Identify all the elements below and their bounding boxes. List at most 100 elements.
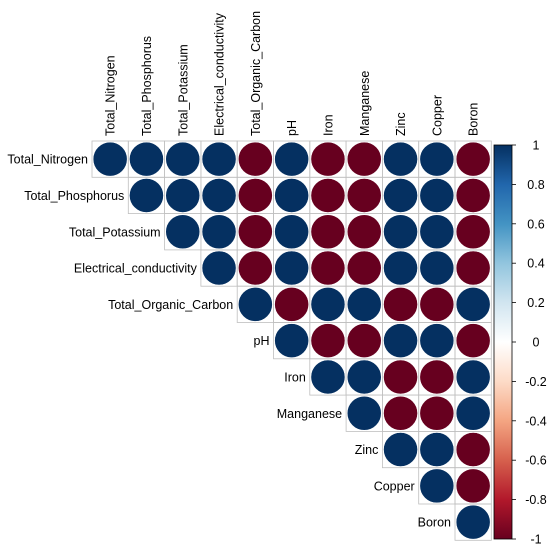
corr-circle-electrical-conductivity-total-organic-carbon — [237, 250, 273, 286]
colorbar-tick-label: -1 — [530, 533, 541, 547]
corr-circle-total-potassium-ph — [274, 214, 310, 250]
corr-circle-electrical-conductivity-ph — [274, 250, 310, 286]
corr-circle-iron-manganese — [346, 359, 382, 395]
corr-circle-total-potassium-copper — [419, 214, 455, 250]
corr-circle-iron-copper — [419, 359, 455, 395]
col-label-ph: pH — [285, 120, 299, 136]
corr-circle-electrical-conductivity-boron — [455, 250, 491, 286]
corr-circle-total-phosphorus-zinc — [383, 178, 418, 213]
corr-circle-electrical-conductivity-iron — [310, 250, 346, 286]
col-label-total-phosphorus: Total_Phosphorus — [140, 36, 154, 136]
corr-circle-total-nitrogen-iron — [310, 141, 346, 177]
colorbar: -1 -0.8 -0.6 -0.4 -0.2 0 0.2 0.4 0.6 0.8 1 — [493, 139, 547, 547]
corr-circle-total-organic-carbon-zinc — [383, 286, 418, 322]
col-label-copper: Copper — [430, 95, 444, 136]
corr-circle-electrical-conductivity-manganese — [346, 250, 382, 286]
colorbar-tick-label: -0.2 — [525, 375, 547, 389]
row-label-ph: pH — [254, 334, 270, 348]
corr-circle-total-phosphorus-iron — [310, 178, 346, 213]
colorbar-tick-label: -0.4 — [525, 414, 547, 428]
colorbar-tick-label: 0.2 — [527, 296, 544, 310]
corr-circle-total-phosphorus-total-potassium — [165, 178, 201, 213]
col-label-zinc: Zinc — [394, 112, 408, 136]
corr-circle-total-nitrogen-total-nitrogen — [92, 141, 128, 177]
colorbar-tick-label: 0.4 — [527, 257, 544, 271]
row-label-total-nitrogen: Total_Nitrogen — [7, 153, 88, 167]
corr-circle-total-potassium-total-potassium — [165, 214, 201, 250]
corr-circle-total-phosphorus-copper — [419, 178, 455, 213]
corr-circle-ph-manganese — [346, 323, 382, 359]
corr-circle-ph-boron — [455, 323, 491, 359]
corr-circle-electrical-conductivity-copper — [419, 250, 455, 286]
colorbar-tick-label: -0.8 — [525, 493, 547, 507]
row-label-electrical-conductivity: Electrical_conductivity — [74, 262, 198, 276]
corr-circle-total-nitrogen-copper — [419, 141, 455, 177]
row-label-boron: Boron — [418, 516, 451, 530]
col-label-total-potassium: Total_Potassium — [176, 44, 190, 136]
corr-circle-electrical-conductivity-zinc — [383, 250, 418, 286]
row-label-manganese: Manganese — [277, 407, 342, 421]
corr-circle-total-potassium-total-organic-carbon — [237, 214, 273, 250]
corr-circle-total-potassium-electrical-conductivity — [201, 214, 237, 250]
corr-circle-ph-copper — [419, 323, 455, 359]
col-label-total-organic-carbon: Total_Organic_Carbon — [249, 11, 263, 136]
corr-circle-total-organic-carbon-ph — [274, 286, 310, 322]
corr-circle-total-phosphorus-electrical-conductivity — [201, 178, 237, 213]
corr-circle-total-phosphorus-ph — [274, 178, 310, 213]
corr-circle-total-nitrogen-zinc — [383, 141, 418, 177]
corr-circle-zinc-boron — [455, 432, 491, 467]
col-label-total-nitrogen: Total_Nitrogen — [104, 55, 118, 136]
col-label-electrical-conductivity: Electrical_conductivity — [213, 12, 227, 136]
column-labels: Total_Nitrogen Total_Phosphorus Total_Pota… — [104, 11, 481, 136]
row-label-total-potassium: Total_Potassium — [69, 225, 161, 239]
corr-circle-iron-boron — [455, 359, 491, 395]
grid-cell — [454, 503, 492, 541]
corr-circle-total-phosphorus-boron — [455, 178, 491, 213]
col-label-iron: Iron — [321, 114, 335, 136]
corr-circle-manganese-zinc — [383, 395, 418, 431]
corr-circle-total-organic-carbon-copper — [419, 286, 455, 322]
corr-circle-total-phosphorus-total-organic-carbon — [237, 178, 273, 213]
corr-circle-manganese-manganese — [346, 395, 382, 431]
colorbar-tick-label: 0.8 — [527, 178, 544, 192]
corr-circle-total-nitrogen-total-phosphorus — [129, 141, 164, 177]
col-label-boron: Boron — [467, 103, 481, 136]
colorbar-tick-label: 1 — [533, 139, 540, 153]
row-label-total-phosphorus: Total_Phosphorus — [24, 189, 124, 203]
corr-circle-total-nitrogen-total-organic-carbon — [237, 141, 273, 177]
corr-circle-total-nitrogen-electrical-conductivity — [201, 141, 237, 177]
colorbar-gradient — [493, 144, 513, 540]
corr-circle-total-potassium-zinc — [383, 214, 418, 250]
col-label-manganese: Manganese — [358, 71, 372, 136]
corr-circle-total-organic-carbon-boron — [455, 286, 491, 322]
colorbar-tick-label: 0.6 — [527, 217, 544, 231]
corr-circle-total-potassium-manganese — [346, 214, 382, 250]
corr-circle-total-nitrogen-boron — [455, 141, 491, 177]
corr-circle-ph-zinc — [383, 323, 418, 359]
corr-circle-total-nitrogen-ph — [274, 141, 310, 177]
corr-circle-ph-iron — [310, 323, 346, 359]
colorbar-tick-label: -0.6 — [525, 454, 547, 468]
colorbar-tick-label: 0 — [533, 336, 540, 350]
corr-circle-copper-boron — [455, 468, 491, 504]
corr-circle-zinc-copper — [419, 432, 455, 467]
corr-circle-manganese-boron — [455, 395, 491, 431]
corr-circle-ph-ph — [274, 323, 310, 359]
corr-circle-zinc-zinc — [383, 432, 418, 467]
corr-circle-total-potassium-boron — [455, 214, 491, 250]
correlation-circles — [92, 141, 491, 540]
corr-circle-total-nitrogen-manganese — [346, 141, 382, 177]
corr-circle-total-phosphorus-manganese — [346, 178, 382, 213]
corr-circle-total-potassium-iron — [310, 214, 346, 250]
corr-circle-total-organic-carbon-iron — [310, 286, 346, 322]
corr-circle-iron-iron — [310, 359, 346, 395]
corr-circle-iron-zinc — [383, 359, 418, 395]
corr-circle-boron-boron — [455, 504, 491, 540]
corr-circle-manganese-copper — [419, 395, 455, 431]
corr-circle-electrical-conductivity-electrical-conductivity — [201, 250, 237, 286]
row-label-total-organic-carbon: Total_Organic_Carbon — [108, 298, 233, 312]
corr-circle-total-organic-carbon-total-organic-carbon — [237, 286, 273, 322]
row-labels: Total_Nitrogen Total_Phosphorus Total_Pota… — [7, 153, 451, 530]
row-label-zinc: Zinc — [355, 443, 379, 457]
